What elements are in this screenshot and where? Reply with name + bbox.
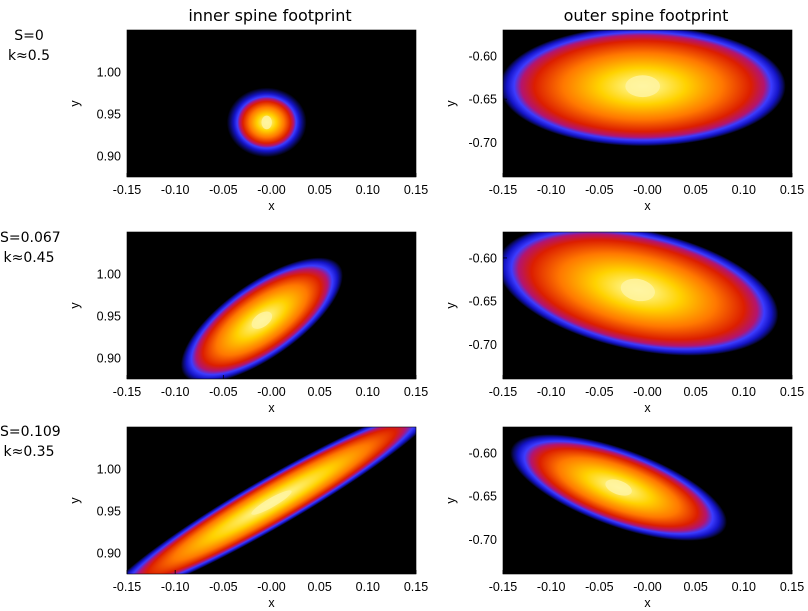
x-axis-label: x xyxy=(268,401,275,415)
x-tick-label: -0.05 xyxy=(585,183,614,197)
x-tick-label: 0.10 xyxy=(356,385,380,399)
y-tick-label: -0.70 xyxy=(469,338,498,352)
x-axis-label: x xyxy=(644,199,651,213)
x-tick-label: -0.10 xyxy=(161,580,190,594)
y-tick-label: 0.90 xyxy=(97,547,121,561)
y-axis-label: y xyxy=(444,100,458,107)
x-tick-label: 0.15 xyxy=(404,385,428,399)
heatmap-peak xyxy=(261,116,271,130)
x-tick-label: 0.15 xyxy=(404,580,428,594)
heatmap-panel-r1c1: -0.15 -0.10 -0.05 -0.00 0.05 0.10 0.15 x -0.70 -0… xyxy=(444,201,804,415)
y-tick-label: -0.60 xyxy=(469,446,498,460)
y-axis-label: y xyxy=(444,497,458,504)
x-tick-label: 0.15 xyxy=(404,183,428,197)
x-tick-label: 0.10 xyxy=(732,580,756,594)
x-tick-label: 0.05 xyxy=(307,183,331,197)
x-tick-label: 0.10 xyxy=(356,183,380,197)
x-tick-label: -0.15 xyxy=(489,385,518,399)
x-axis-label: x xyxy=(268,199,275,213)
y-tick-label: -0.65 xyxy=(469,295,498,309)
x-tick-label: 0.05 xyxy=(683,183,707,197)
x-tick-label: -0.05 xyxy=(209,580,238,594)
x-tick-label: 0.05 xyxy=(307,580,331,594)
x-tick-label: -0.00 xyxy=(633,580,662,594)
y-tick-label: -0.60 xyxy=(469,251,498,265)
y-tick-label: 0.95 xyxy=(97,505,121,519)
x-tick-label: -0.15 xyxy=(489,183,518,197)
y-axis-label: y xyxy=(444,302,458,309)
x-tick-label: -0.10 xyxy=(537,183,566,197)
heatmap-peak xyxy=(625,75,660,97)
y-tick-label: -0.70 xyxy=(469,136,498,150)
y-axis-label: y xyxy=(68,100,82,107)
y-tick-label: 0.95 xyxy=(97,310,121,324)
heatmap-layer xyxy=(223,85,310,161)
x-tick-label: -0.00 xyxy=(257,580,286,594)
y-tick-label: -0.65 xyxy=(469,490,498,504)
x-tick-label: -0.05 xyxy=(585,385,614,399)
y-tick-label: -0.65 xyxy=(469,93,498,107)
x-tick-label: -0.00 xyxy=(633,385,662,399)
x-tick-label: 0.05 xyxy=(683,580,707,594)
x-tick-label: 0.05 xyxy=(683,385,707,399)
x-tick-label: -0.10 xyxy=(537,580,566,594)
x-tick-label: -0.00 xyxy=(633,183,662,197)
heatmap-panel-r1c0: -0.15 -0.10 -0.05 -0.00 0.05 0.10 0.15 x 0.90 0.9… xyxy=(68,232,428,415)
heatmap-panel-r0c1: -0.15 -0.10 -0.05 -0.00 0.05 0.10 0.15 x -0.70 -0… xyxy=(444,26,804,213)
x-tick-label: -0.15 xyxy=(113,183,142,197)
y-axis-label: y xyxy=(68,497,82,504)
x-tick-label: 0.10 xyxy=(732,385,756,399)
x-tick-label: 0.15 xyxy=(780,183,804,197)
y-tick-label: 0.90 xyxy=(97,150,121,164)
x-tick-label: 0.10 xyxy=(356,580,380,594)
x-tick-label: -0.10 xyxy=(161,183,190,197)
x-tick-label: -0.05 xyxy=(209,183,238,197)
heatmap-panel-r2c1: -0.15 -0.10 -0.05 -0.00 0.05 0.10 0.15 x -0.70 -0… xyxy=(444,411,804,610)
heatmap-panel-r2c0: -0.15 -0.10 -0.05 -0.00 0.05 0.10 0.15 x 0.90 0.9… xyxy=(68,384,451,611)
y-tick-label: 1.00 xyxy=(97,463,121,477)
y-tick-label: 1.00 xyxy=(97,268,121,282)
x-axis-label: x xyxy=(644,596,651,610)
x-tick-label: -0.05 xyxy=(585,580,614,594)
heatmap-layer xyxy=(498,26,787,147)
y-tick-label: 1.00 xyxy=(97,66,121,80)
x-tick-label: -0.00 xyxy=(257,385,286,399)
x-tick-label: -0.15 xyxy=(113,385,142,399)
x-tick-label: -0.10 xyxy=(537,385,566,399)
x-axis-label: x xyxy=(268,596,275,610)
y-axis-label: y xyxy=(68,302,82,309)
y-tick-label: 0.95 xyxy=(97,108,121,122)
x-tick-label: -0.15 xyxy=(113,580,142,594)
x-tick-label: 0.10 xyxy=(732,183,756,197)
x-axis-label: x xyxy=(644,401,651,415)
y-tick-label: -0.70 xyxy=(469,533,498,547)
heatmap-panel-r0c0: -0.15 -0.10 -0.05 -0.00 0.05 0.10 0.15 x 0.90 0.9… xyxy=(68,30,428,213)
x-tick-label: 0.15 xyxy=(780,385,804,399)
y-tick-label: 0.90 xyxy=(97,352,121,366)
x-tick-label: -0.05 xyxy=(209,385,238,399)
x-tick-label: 0.15 xyxy=(780,580,804,594)
y-tick-label: -0.60 xyxy=(469,49,498,63)
x-tick-label: 0.05 xyxy=(307,385,331,399)
x-tick-label: -0.10 xyxy=(161,385,190,399)
x-tick-label: -0.00 xyxy=(257,183,286,197)
x-tick-label: -0.15 xyxy=(489,580,518,594)
